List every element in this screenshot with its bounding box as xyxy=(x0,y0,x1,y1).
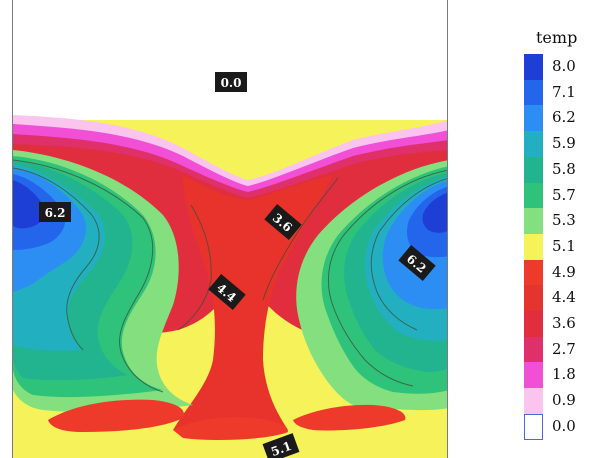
legend-label: 5.9 xyxy=(552,134,576,153)
legend-swatch xyxy=(524,233,543,260)
legend-label: 4.4 xyxy=(552,288,576,307)
contour-plot-area: 0.0 6.2 3.6 6.2 4.4 5.1 xyxy=(12,0,448,458)
band-4-9-bottom-left xyxy=(48,399,184,432)
contour-label-5-1: 5.1 xyxy=(262,433,300,458)
legend-label: 2.7 xyxy=(552,339,576,358)
legend-title: temp xyxy=(536,28,578,47)
svg-text:5.1: 5.1 xyxy=(269,439,293,458)
legend-label: 5.3 xyxy=(552,211,576,230)
legend-label: 4.9 xyxy=(552,262,576,281)
legend-swatch xyxy=(524,413,543,440)
legend-swatch xyxy=(524,311,543,337)
band-4-9-bottom-center xyxy=(173,417,288,440)
legend-swatch xyxy=(524,388,543,415)
band-8-0-right xyxy=(422,192,447,233)
legend-swatch xyxy=(524,182,543,209)
legend-swatch xyxy=(524,208,543,235)
contour-lines xyxy=(13,159,447,393)
temperature-contour-map xyxy=(13,115,447,458)
legend-swatch xyxy=(524,105,543,132)
band-8-0-left xyxy=(13,180,46,229)
legend-swatch xyxy=(524,79,543,106)
legend-swatch xyxy=(524,336,543,363)
legend-label: 3.6 xyxy=(552,314,576,332)
legend-swatch xyxy=(524,259,543,286)
legend-swatch xyxy=(524,156,543,183)
legend-label: 5.7 xyxy=(552,185,576,204)
legend-swatch xyxy=(524,362,543,389)
legend-swatch xyxy=(524,131,543,158)
color-legend: temp 8.0 7.1 6.2 5.9 5.8 5.7 5.3 5.1 4.9 4.4 3.6 2.… xyxy=(520,28,611,440)
contour-label-4-4: 4.4 xyxy=(208,274,246,310)
contour-label-0-0: 0.0 xyxy=(215,72,247,92)
contour-label-3-6: 3.6 xyxy=(264,204,302,240)
contour-label-6-2-left: 6.2 xyxy=(39,202,71,222)
legend-label: 0.9 xyxy=(552,391,576,410)
band-4-9-bottom-right xyxy=(293,404,406,431)
svg-text:6.2: 6.2 xyxy=(45,206,66,220)
svg-text:0.0: 0.0 xyxy=(221,76,242,90)
legend-label: 5.8 xyxy=(552,159,576,178)
contour-label-6-2-right: 6.2 xyxy=(398,245,436,281)
legend-swatch xyxy=(524,285,543,312)
legend-label: 1.8 xyxy=(552,365,576,384)
legend-label: 5.1 xyxy=(552,236,576,255)
contour-label-layer: 0.0 6.2 3.6 6.2 4.4 5.1 xyxy=(39,72,436,458)
legend-label: 7.1 xyxy=(552,82,576,101)
legend-swatch xyxy=(524,54,543,80)
legend-label: 0.0 xyxy=(552,416,576,435)
legend-label: 8.0 xyxy=(552,57,576,75)
legend-label: 6.2 xyxy=(552,108,576,127)
